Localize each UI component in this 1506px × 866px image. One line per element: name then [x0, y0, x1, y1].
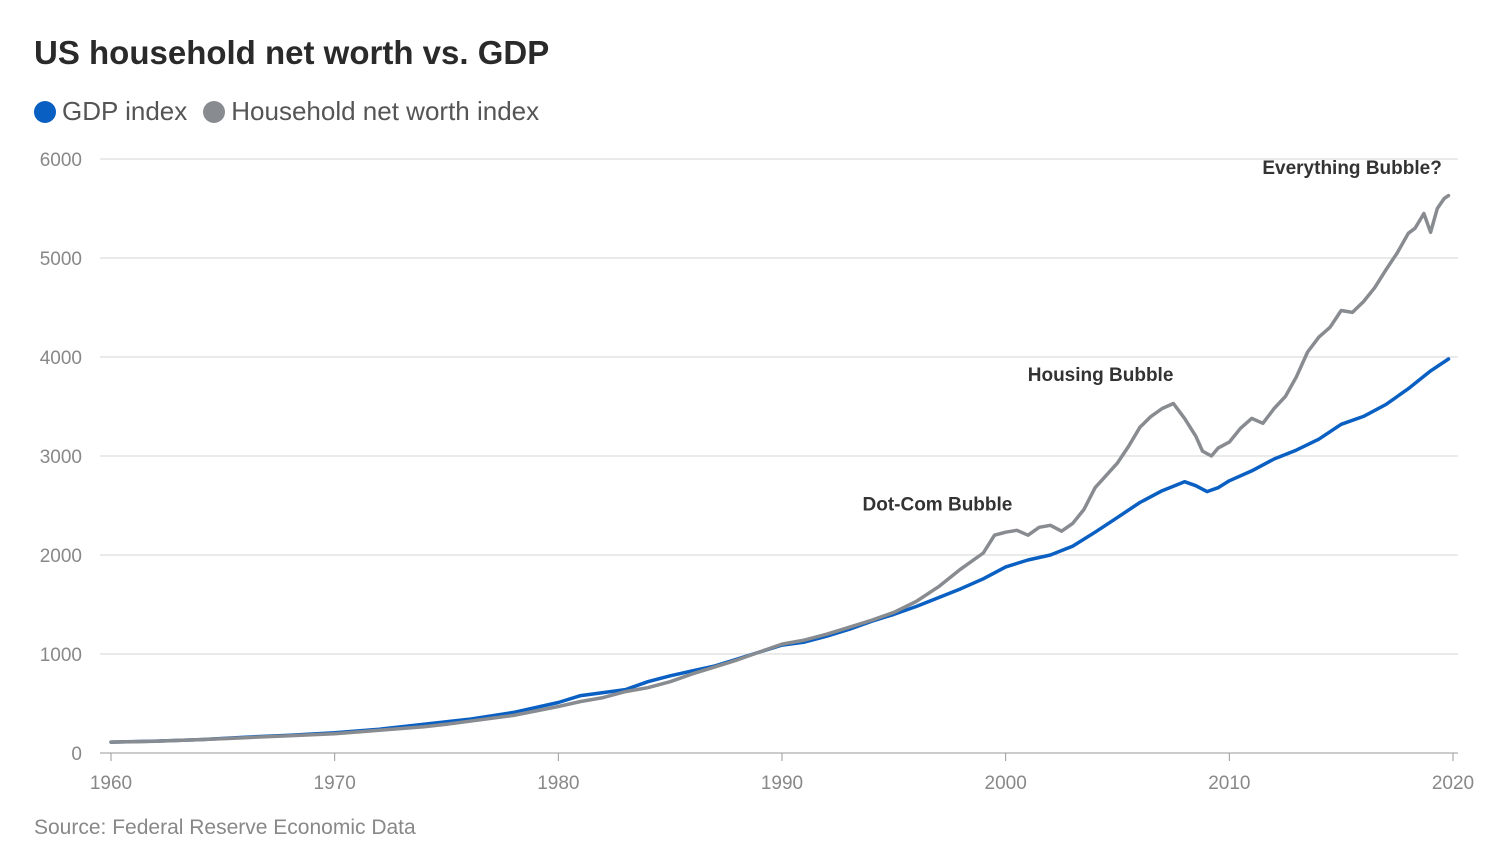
y-tick-label: 2000 — [40, 546, 82, 567]
legend-label-net-worth: Household net worth index — [231, 96, 540, 126]
x-tick-label: 2020 — [1432, 773, 1474, 794]
x-tick-label: 1980 — [537, 773, 579, 794]
y-tick-label: 5000 — [40, 249, 82, 270]
source-note: Source: Federal Reserve Economic Data — [34, 816, 416, 839]
legend-item-gdp: GDP index — [34, 96, 187, 127]
y-tick-label: 1000 — [40, 645, 82, 666]
legend-swatch-net-worth — [203, 100, 226, 123]
legend: GDP index Household net worth index — [34, 96, 539, 127]
y-axis-ticks: 0 1000 2000 3000 4000 5000 6000 — [40, 150, 82, 765]
x-tick-label: 2010 — [1208, 773, 1250, 794]
x-tick-label: 1990 — [761, 773, 803, 794]
series-line-net-worth — [109, 193, 1451, 744]
legend-label-gdp: GDP index — [62, 96, 188, 126]
series-lines — [109, 193, 1451, 744]
y-tick-label: 3000 — [40, 447, 82, 468]
annotation-label: Dot-Com Bubble — [863, 494, 1013, 515]
x-tick-label: 2000 — [985, 773, 1027, 794]
annotation-label: Housing Bubble — [1028, 365, 1174, 386]
y-tick-label: 6000 — [40, 150, 82, 171]
chart-title: US household net worth vs. GDP — [34, 34, 550, 71]
annotations: Everything Bubble? Housing Bubble Dot-Com … — [863, 158, 1442, 516]
series-line-gdp — [109, 357, 1451, 744]
gridlines — [100, 158, 1458, 754]
y-tick-label: 0 — [71, 744, 82, 765]
x-tick-label: 1970 — [314, 773, 356, 794]
legend-item-net-worth: Household net worth index — [203, 96, 539, 127]
y-tick-label: 4000 — [40, 348, 82, 369]
annotation-label: Everything Bubble? — [1262, 158, 1441, 179]
legend-swatch-gdp — [34, 100, 56, 123]
x-tick-label: 1960 — [90, 773, 132, 794]
x-axis: 1960 1970 1980 1990 2000 2010 2020 — [90, 753, 1474, 794]
